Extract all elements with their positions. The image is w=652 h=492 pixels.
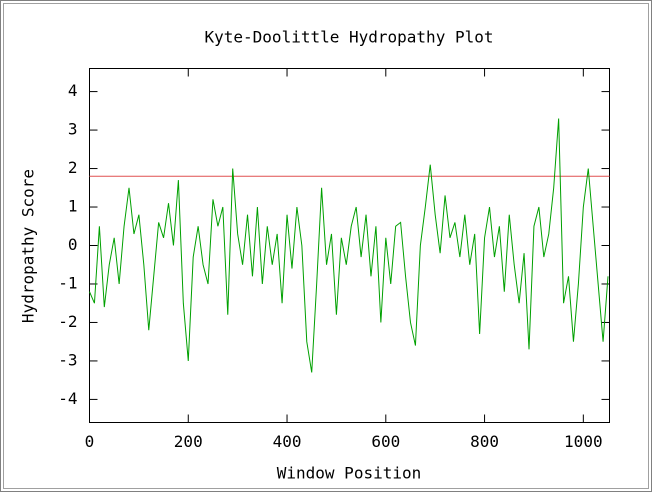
x-tick-label: 800 [470, 432, 499, 451]
x-axis-label: Window Position [277, 464, 422, 483]
chart-title: Kyte-Doolittle Hydropathy Plot [205, 28, 494, 47]
y-tick-label: -4 [58, 389, 77, 408]
x-tick-label: 1000 [564, 432, 603, 451]
y-tick-label: -3 [58, 350, 77, 369]
y-tick-label: 2 [68, 158, 78, 177]
y-tick-label: -1 [58, 273, 77, 292]
data-line [89, 118, 609, 373]
window-inner-frame [3, 3, 649, 489]
x-tick-label: 200 [174, 432, 203, 451]
y-tick-label: 4 [68, 81, 78, 100]
y-tick-label: -2 [58, 312, 77, 331]
y-axis-label: Hydropathy Score [19, 169, 38, 323]
y-tick-label: 3 [68, 120, 78, 139]
y-tick-label: 0 [68, 235, 78, 254]
y-tick-label: 1 [68, 197, 78, 216]
x-tick-label: 400 [273, 432, 302, 451]
x-tick-label: 0 [85, 432, 95, 451]
x-tick-label: 600 [371, 432, 400, 451]
